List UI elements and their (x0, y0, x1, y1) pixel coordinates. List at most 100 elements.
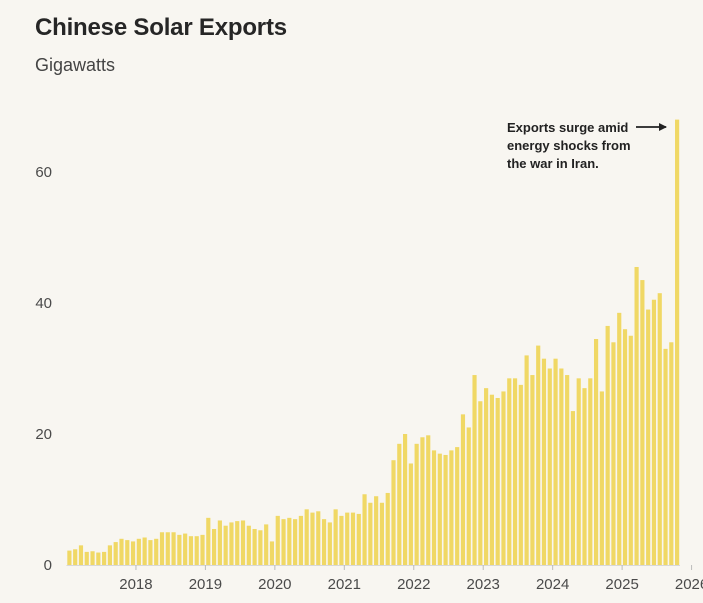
bar (362, 494, 367, 565)
bar (663, 348, 668, 565)
bar (599, 391, 604, 565)
bar (345, 512, 350, 565)
bar-series (67, 119, 680, 566)
bar (472, 375, 477, 565)
bar (455, 447, 460, 565)
bar (408, 463, 413, 565)
bar (90, 551, 95, 565)
bar (102, 551, 107, 565)
x-axis: 2018 2019 2020 2021 2022 2023 2024 2025 2026 (66, 565, 703, 593)
bar (541, 358, 547, 565)
bar (177, 534, 182, 565)
bar (356, 513, 361, 565)
bar (374, 496, 379, 565)
bar (217, 520, 222, 565)
bar (298, 515, 303, 566)
bar (287, 517, 292, 565)
bar (484, 388, 489, 565)
bar (611, 342, 616, 565)
bar (136, 538, 141, 565)
bar (67, 550, 72, 565)
bar (327, 522, 332, 565)
bar (154, 538, 159, 565)
bar (379, 502, 385, 565)
bar (605, 325, 610, 565)
bar (310, 512, 315, 565)
bar (293, 519, 298, 565)
bar (397, 443, 402, 565)
bar (119, 538, 124, 565)
y-tick-label: 20 (35, 426, 52, 443)
bar (188, 536, 194, 565)
bar (321, 519, 327, 565)
bar (264, 524, 269, 565)
bar (316, 511, 321, 565)
bar (125, 540, 130, 565)
x-tick-label: 2024 (536, 576, 569, 593)
bar (524, 355, 529, 565)
bar (460, 414, 466, 565)
bar (449, 450, 454, 566)
bar (530, 375, 535, 565)
bar (593, 339, 599, 565)
bar (414, 443, 419, 565)
bar (559, 368, 564, 565)
bar (391, 460, 396, 565)
bar (420, 437, 425, 565)
bar (333, 509, 338, 565)
bar (501, 391, 506, 565)
x-tick-label: 2026 (675, 576, 703, 593)
bar (489, 394, 494, 565)
bar (443, 454, 448, 565)
x-tick-label: 2022 (397, 576, 430, 593)
bar (113, 542, 118, 565)
bar (507, 378, 512, 565)
annotation-text: Exports surge amid (507, 120, 628, 135)
bar (78, 545, 84, 565)
bar (246, 525, 251, 565)
bar (258, 530, 263, 565)
bar (570, 411, 576, 565)
bar (431, 450, 437, 566)
x-tick-label: 2019 (189, 576, 222, 593)
bar (235, 521, 240, 565)
bar (512, 378, 518, 565)
bar (478, 401, 483, 565)
bar (223, 525, 228, 565)
bar (657, 293, 662, 565)
bar (142, 537, 147, 565)
bar (281, 519, 286, 565)
annotation-text: the war in Iran. (507, 156, 599, 171)
bar (669, 342, 674, 565)
bar (194, 536, 199, 565)
bar (628, 335, 633, 565)
bar (553, 358, 558, 565)
bar (403, 434, 408, 565)
bar (675, 119, 680, 565)
bar (368, 502, 373, 565)
bar (252, 528, 257, 565)
bar (651, 299, 657, 565)
bar (148, 540, 153, 565)
bar (171, 532, 176, 565)
bar (304, 509, 309, 565)
bar (437, 453, 442, 565)
annotation-text: energy shocks from (507, 138, 631, 153)
annotation: Exports surge amid energy shocks from the … (507, 120, 667, 171)
y-tick-label: 0 (44, 557, 52, 574)
bar (634, 266, 639, 565)
bar (240, 520, 246, 565)
bar (350, 512, 356, 565)
y-tick-label: 40 (35, 295, 52, 312)
bar (159, 532, 165, 565)
bar (466, 427, 471, 565)
chart-subtitle: Gigawatts (35, 55, 116, 75)
bar (565, 375, 570, 565)
bar (84, 551, 89, 565)
bar (212, 528, 217, 565)
bar (426, 435, 431, 565)
bar (339, 515, 344, 566)
bar (200, 534, 205, 565)
bar (96, 552, 101, 565)
